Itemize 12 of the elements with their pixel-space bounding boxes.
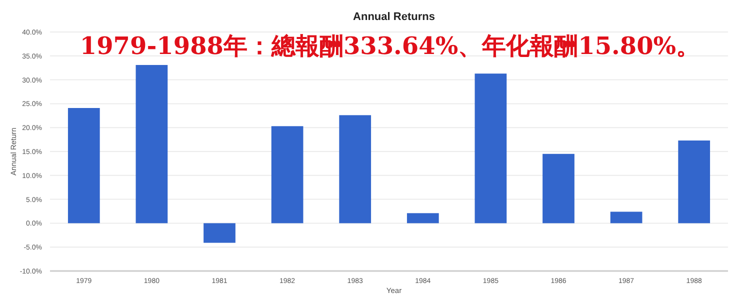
bar	[610, 212, 642, 224]
bar	[136, 64, 168, 224]
bar	[271, 126, 304, 224]
bar	[204, 223, 236, 243]
bar	[339, 115, 372, 224]
bar	[474, 74, 507, 224]
chart-title: Annual Returns	[353, 11, 435, 23]
bar	[68, 108, 100, 224]
bar	[542, 154, 574, 224]
bar	[678, 140, 710, 224]
annotation: 1979-1988年：總報酬333.64%、年化報酬15.80%。	[80, 31, 700, 60]
bar	[406, 213, 439, 224]
